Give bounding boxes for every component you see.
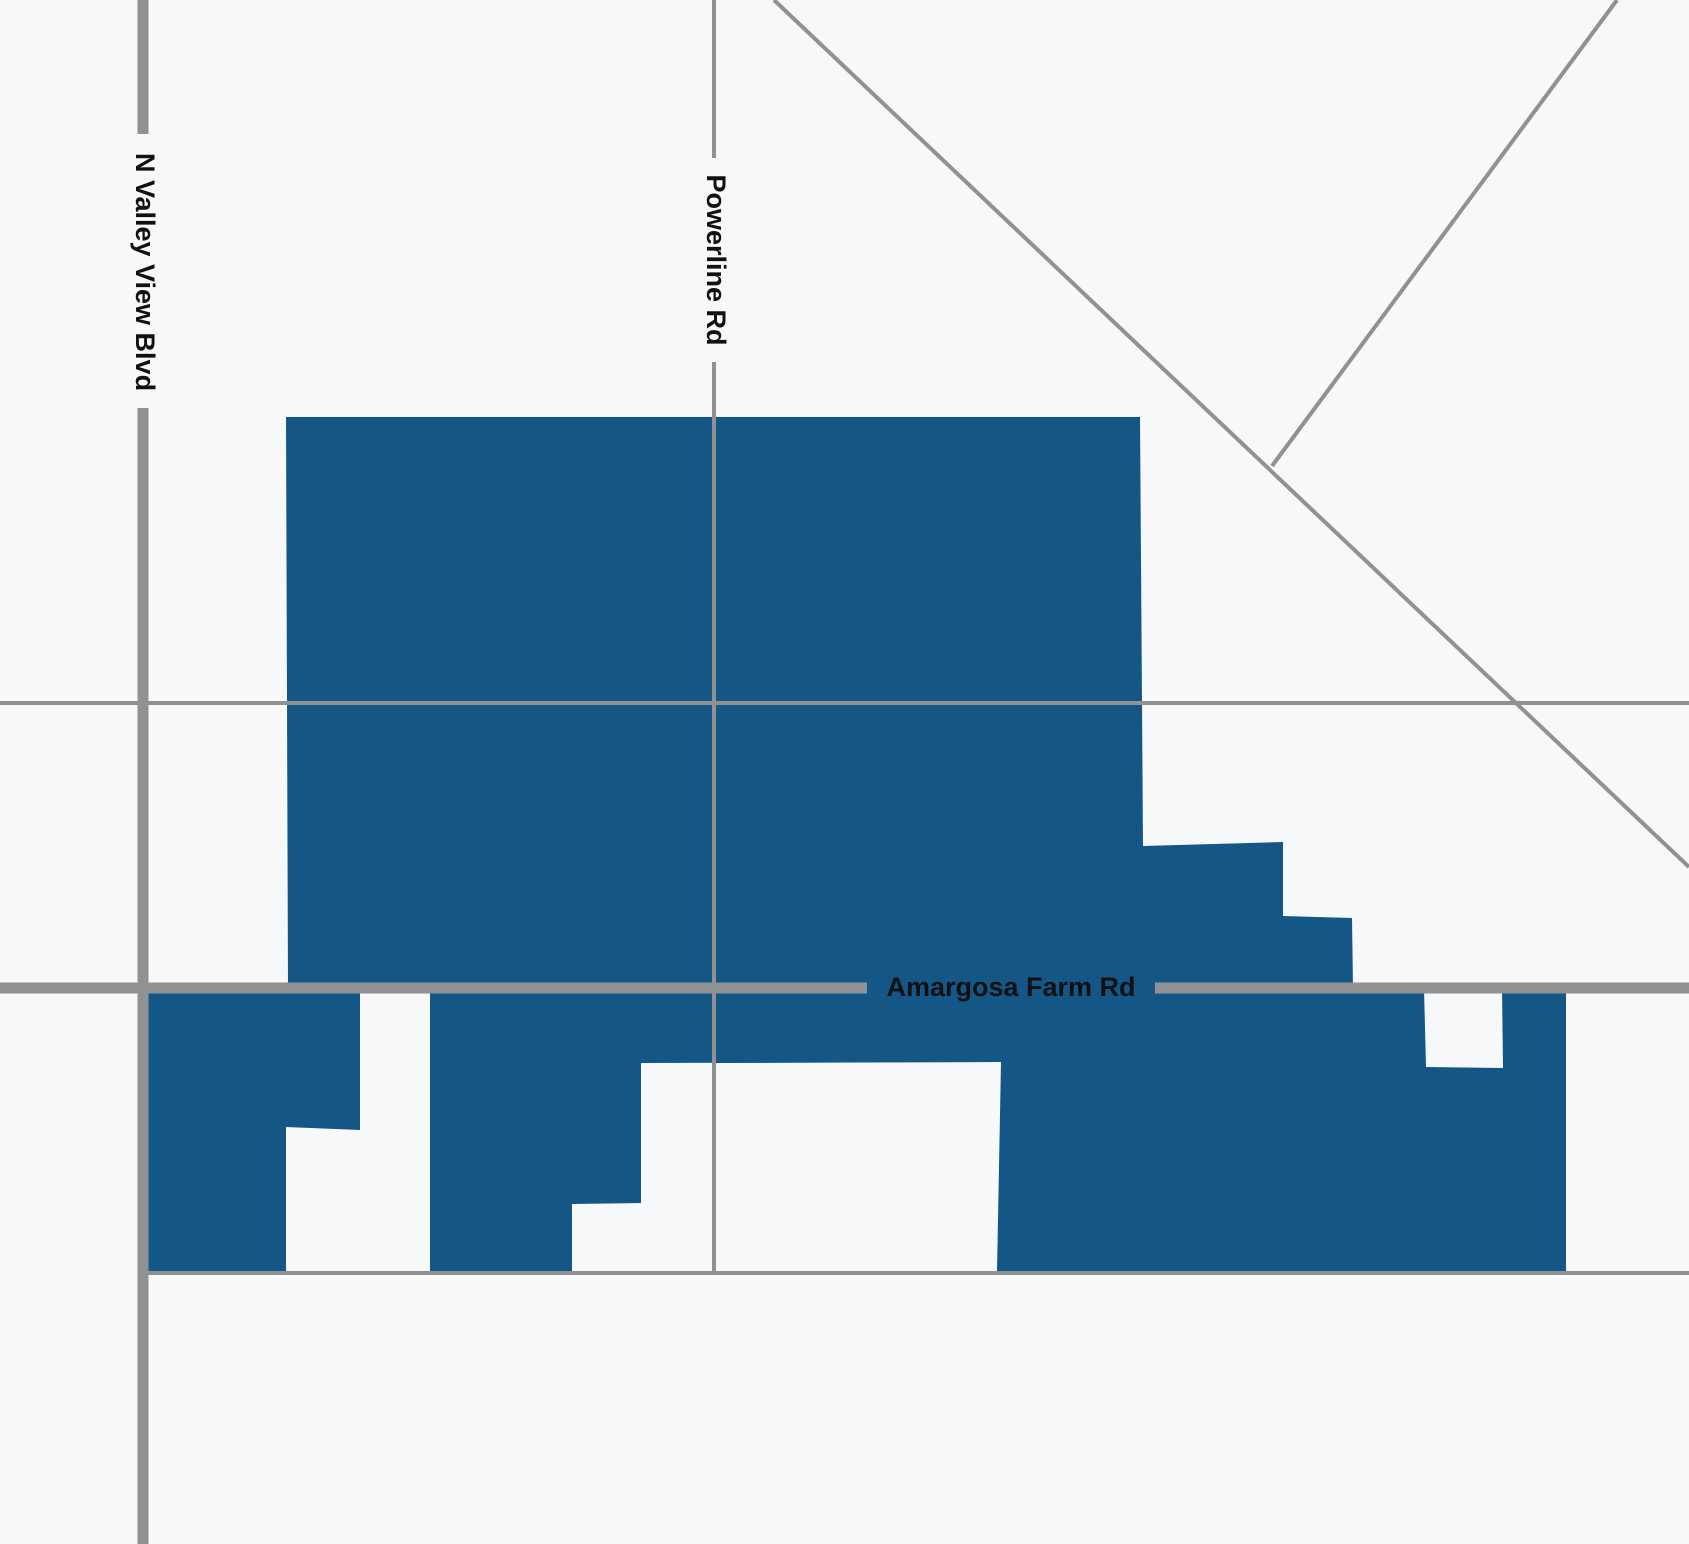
minor-roads-layer [0,0,1689,1275]
diagonal-road[interactable] [772,0,1689,869]
n-valley-view-label: N Valley View Blvd [130,153,160,391]
road-labels-layer: N Valley View Blvd Powerline Rd Amargosa… [130,153,1136,1002]
powerline-label: Powerline Rd [701,174,731,345]
amargosa-farm-label: Amargosa Farm Rd [886,972,1135,1002]
parcel-southwest[interactable] [148,988,360,1272]
diagonal-road-ne[interactable] [1270,0,1619,468]
parcel-southeast[interactable] [714,988,1566,1272]
